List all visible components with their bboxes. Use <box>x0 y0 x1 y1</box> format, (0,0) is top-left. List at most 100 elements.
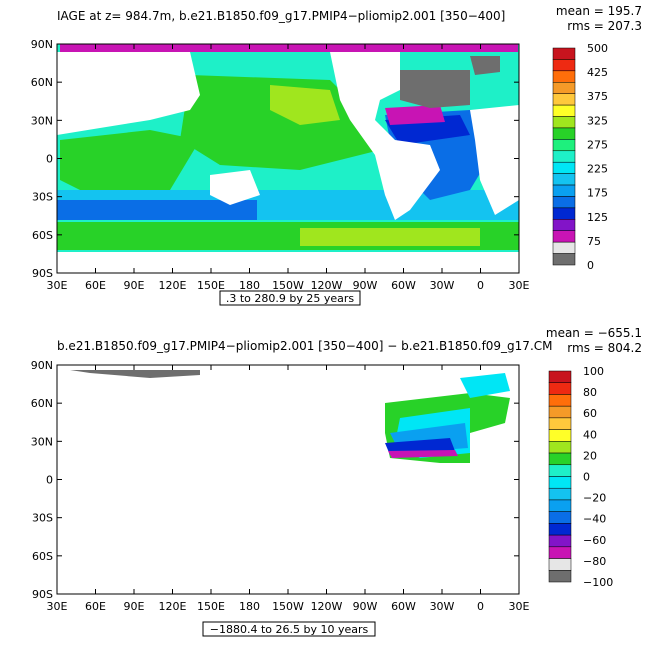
colorbar: 500 425 375 325 275 225 175 125 75 0 <box>552 42 608 272</box>
antarctic-green <box>300 228 480 246</box>
y-tick-label: 60S <box>32 550 53 563</box>
colorbar-swatch <box>548 452 572 466</box>
x-tick-label: 0 <box>477 279 484 292</box>
rms-stat: rms = 207.3 <box>567 19 642 33</box>
colorbar-label: 500 <box>587 42 608 55</box>
range-label-box: −1880.4 to 26.5 by 10 years <box>202 621 376 637</box>
y-tick-label: 90S <box>32 588 53 601</box>
colorbar-swatch <box>552 104 576 117</box>
y-axis-ticks: 90N 60N 30N 0 30S 60S 90S <box>31 359 519 601</box>
colorbar-swatch <box>548 417 572 430</box>
map-plot-area <box>56 364 520 595</box>
colorbar-swatch <box>552 230 576 243</box>
colorbar-swatch <box>548 511 572 524</box>
colorbar-swatch <box>552 116 576 129</box>
colorbar-swatch <box>548 405 572 419</box>
land-africa <box>470 105 519 215</box>
x-tick-label: 120E <box>159 279 187 292</box>
rms-stat: rms = 804.2 <box>567 341 642 355</box>
colorbar-label: −100 <box>583 576 613 589</box>
x-tick-label: 30E <box>47 600 68 613</box>
colorbar-swatch <box>548 464 572 477</box>
colorbar-swatch <box>552 59 576 72</box>
x-axis-ticks: 30E 60E 90E 120E 150E 180 150W 120W 90W 60W 30W 0 30… <box>47 44 530 292</box>
colorbar-label: 40 <box>583 428 597 441</box>
land-australia <box>210 170 260 205</box>
colorbar-swatch <box>548 487 572 501</box>
x-tick-label: 30W <box>430 600 455 613</box>
y-tick-label: 60S <box>32 229 53 242</box>
colorbar-label: −80 <box>583 555 606 568</box>
mean-stat: mean = −655.1 <box>546 326 642 340</box>
colorbar-swatch <box>552 173 576 186</box>
x-axis-ticks: 30E 60E 90E 120E 150E 180 150W 120W 90W 60W 30W 0 30… <box>47 365 530 613</box>
x-tick-label: 90W <box>353 279 378 292</box>
y-tick-label: 90S <box>32 267 53 280</box>
colorbar-swatch <box>552 161 576 174</box>
colorbar-swatch <box>548 429 572 442</box>
x-tick-label: 150W <box>272 279 304 292</box>
colorbar-swatch <box>552 150 576 163</box>
y-tick-label: 90N <box>31 359 53 372</box>
colorbar-swatch <box>552 241 576 254</box>
x-tick-label: 60E <box>85 600 106 613</box>
north-atlantic-magenta <box>388 450 458 458</box>
colorbar-label: −60 <box>583 534 606 547</box>
iage-difference-panel: b.e21.B1850.f09_g17.PMIP4−pliomip2.001 [… <box>31 326 642 637</box>
colorbar-swatch <box>552 93 576 106</box>
x-tick-label: 60E <box>85 279 106 292</box>
colorbar-label: 20 <box>583 449 597 462</box>
colorbar-swatch <box>552 184 576 197</box>
colorbar-swatch <box>548 441 572 454</box>
y-tick-label: 30S <box>32 191 53 204</box>
land-antarctica <box>57 252 519 273</box>
north-atlantic-magenta <box>385 105 445 125</box>
greenland-grey <box>400 70 470 108</box>
x-tick-label: 90E <box>124 600 145 613</box>
colorbar-swatch <box>552 219 576 231</box>
indian-ocean-region <box>60 130 200 195</box>
colorbar-label: −40 <box>583 513 606 526</box>
colorbar-label: 325 <box>587 114 608 127</box>
colorbar-swatch <box>548 370 572 383</box>
colorbar-swatch <box>548 476 572 489</box>
x-tick-label: 90E <box>124 279 145 292</box>
range-label-box: .3 to 280.9 by 25 years <box>219 290 361 306</box>
y-tick-label: 30N <box>31 114 53 127</box>
colorbar-label: 375 <box>587 90 608 103</box>
land-africa-europe <box>57 52 200 135</box>
y-tick-label: 60N <box>31 76 53 89</box>
colorbar-label: 225 <box>587 163 608 176</box>
x-tick-label: 30W <box>430 279 455 292</box>
arctic-grey <box>470 56 500 75</box>
y-tick-label: 0 <box>46 153 53 166</box>
colorbar-label: 425 <box>587 66 608 79</box>
x-tick-label: 150W <box>272 600 304 613</box>
colorbar-swatch <box>552 196 576 209</box>
x-tick-label: 120W <box>311 600 343 613</box>
southern-ocean-deep <box>57 200 257 220</box>
colorbar-label: 75 <box>587 235 601 248</box>
colorbar: 100 80 60 40 20 0 −20 −40 −60 −80 −100 <box>548 365 613 589</box>
colorbar-swatch <box>552 139 576 152</box>
range-label: −1880.4 to 26.5 by 10 years <box>210 623 369 636</box>
y-axis-ticks: 90N 60N 30N 0 30S 60S 90S <box>31 38 519 280</box>
x-tick-label: 30E <box>47 279 68 292</box>
colorbar-swatch <box>548 534 572 548</box>
chart-title: IAGE at z= 984.7m, b.e21.B1850.f09_g17.P… <box>57 9 505 23</box>
x-tick-label: 30E <box>509 279 530 292</box>
colorbar-label: 175 <box>587 187 608 200</box>
colorbar-swatch <box>548 499 572 512</box>
nordic-seas-field <box>460 373 510 398</box>
colorbar-swatch <box>548 558 572 571</box>
colorbar-label: 0 <box>587 259 594 272</box>
colorbar-label: −20 <box>583 492 606 505</box>
colorbar-swatch <box>552 127 576 140</box>
x-tick-label: 60W <box>391 600 416 613</box>
y-tick-label: 90N <box>31 38 53 51</box>
x-tick-label: 30E <box>509 600 530 613</box>
x-tick-label: 90W <box>353 600 378 613</box>
x-tick-label: 150E <box>197 600 225 613</box>
y-tick-label: 0 <box>46 474 53 487</box>
x-tick-label: 180 <box>239 279 260 292</box>
